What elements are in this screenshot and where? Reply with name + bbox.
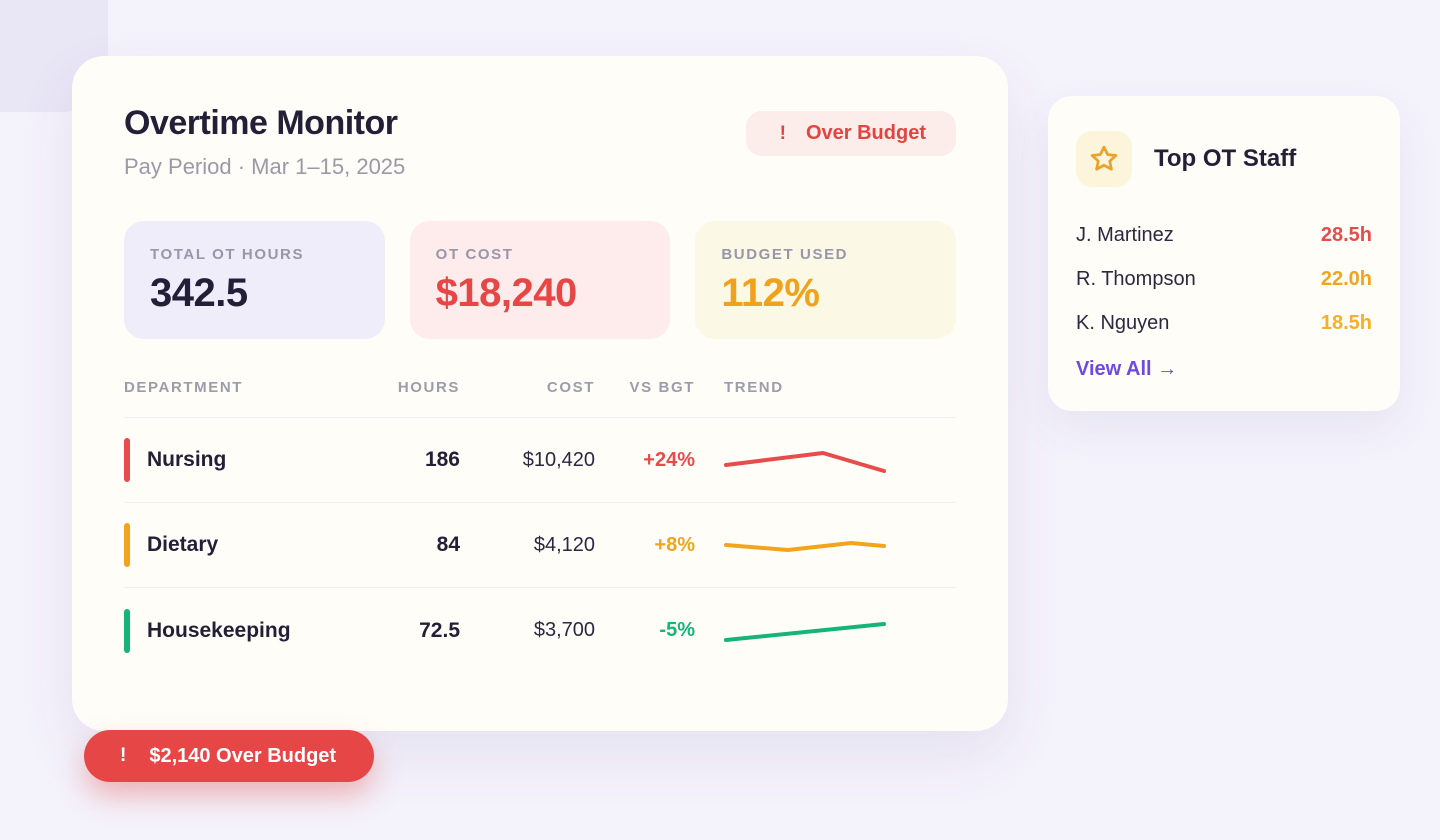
- department-name: Housekeeping: [147, 618, 291, 642]
- card-header: Overtime Monitor Pay Period · Mar 1–15, …: [124, 104, 956, 180]
- pay-period-subtitle: Pay Period · Mar 1–15, 2025: [124, 154, 406, 179]
- trend-cell: [695, 611, 956, 651]
- department-cell: Nursing: [124, 438, 370, 482]
- trend-cell: [695, 525, 956, 565]
- department-cell: Housekeeping: [124, 608, 370, 653]
- department-color-bar: [124, 438, 130, 482]
- hours-value: 84: [436, 533, 460, 556]
- over-budget-alert-pill[interactable]: ! $2,140 Over Budget: [84, 730, 375, 782]
- staff-list: J. Martinez 28.5h R. Thompson 22.0h K. N…: [1076, 213, 1372, 345]
- trend-sparkline: [724, 621, 886, 642]
- overtime-monitor-card: Overtime Monitor Pay Period · Mar 1–15, …: [72, 56, 1008, 731]
- staff-name: K. Nguyen: [1076, 311, 1170, 334]
- staff-card-header: Top OT Staff: [1076, 131, 1372, 187]
- hours-value: 186: [424, 448, 460, 471]
- trend-sparkline: [724, 451, 886, 473]
- stats-row: TOTAL OT HOURS 342.5 OT COST $18,240 BUD…: [124, 221, 957, 339]
- page-title: Overtime Monitor: [124, 104, 398, 142]
- top-ot-staff-card: Top OT Staff J. Martinez 28.5h R. Thomps…: [1048, 96, 1400, 411]
- department-color-bar: [124, 523, 130, 567]
- staff-list-item: R. Thompson 22.0h: [1076, 257, 1372, 301]
- vs-budget-value: +24%: [643, 448, 695, 471]
- stat-label: TOTAL OT HOURS: [150, 246, 305, 263]
- table-row-nursing: Nursing 186 $10,420 +24%: [124, 418, 956, 503]
- stat-budget-used: BUDGET USED 112%: [695, 221, 957, 339]
- trend-cell: [695, 440, 956, 480]
- star-icon: [1090, 145, 1118, 171]
- staff-card-title: Top OT Staff: [1154, 145, 1297, 172]
- staff-hours: 28.5h: [1320, 223, 1372, 246]
- hours-value: 72.5: [419, 618, 460, 642]
- staff-name: R. Thompson: [1076, 267, 1196, 290]
- stat-label: OT COST: [435, 246, 514, 263]
- col-header-vs-bgt: VS BGT: [629, 379, 695, 396]
- col-header-cost: COST: [546, 379, 595, 396]
- alert-pill-label: $2,140 Over Budget: [149, 744, 337, 767]
- staff-list-item: J. Martinez 28.5h: [1076, 213, 1372, 257]
- department-name: Dietary: [147, 533, 219, 556]
- table-header-row: DEPARTMENT HOURS COST VS BGT TREND: [124, 379, 956, 418]
- card-header-text: Overtime Monitor Pay Period · Mar 1–15, …: [124, 104, 405, 180]
- stat-value: 112%: [721, 271, 820, 315]
- stat-ot-cost: OT COST $18,240: [409, 221, 671, 339]
- col-header-trend: TREND: [724, 379, 784, 396]
- department-table: DEPARTMENT HOURS COST VS BGT TREND Nursi…: [124, 379, 956, 673]
- staff-name: J. Martinez: [1076, 223, 1174, 246]
- department-name: Nursing: [147, 448, 227, 471]
- staff-list-item: K. Nguyen 18.5h: [1076, 301, 1372, 345]
- col-header-hours: HOURS: [397, 379, 460, 396]
- view-all-link[interactable]: View All →: [1076, 358, 1178, 380]
- alert-exclamation-icon: !: [120, 745, 127, 766]
- cost-value: $4,120: [533, 533, 595, 556]
- table-row-housekeeping: Housekeeping 72.5 $3,700 -5%: [124, 588, 956, 673]
- cost-value: $3,700: [533, 619, 595, 641]
- cost-value: $10,420: [522, 448, 595, 471]
- department-cell: Dietary: [124, 523, 370, 567]
- over-budget-badge: ! Over Budget: [745, 111, 956, 156]
- vs-budget-value: +8%: [654, 533, 695, 556]
- col-header-department: DEPARTMENT: [124, 379, 244, 396]
- over-budget-badge-label: Over Budget: [805, 122, 926, 144]
- table-row-dietary: Dietary 84 $4,120 +8%: [124, 503, 956, 588]
- staff-hours: 22.0h: [1320, 267, 1372, 290]
- stat-label: BUDGET USED: [721, 246, 849, 263]
- department-color-bar: [124, 608, 130, 653]
- trend-sparkline: [724, 541, 886, 552]
- alert-exclamation-icon: !: [779, 122, 786, 144]
- stat-value: 342.5: [150, 271, 248, 315]
- staff-hours: 18.5h: [1320, 311, 1372, 334]
- star-icon-badge: [1076, 131, 1132, 187]
- stat-value: $18,240: [435, 271, 578, 315]
- stat-total-ot-hours: TOTAL OT HOURS 342.5: [124, 221, 385, 339]
- vs-budget-value: -5%: [659, 619, 695, 641]
